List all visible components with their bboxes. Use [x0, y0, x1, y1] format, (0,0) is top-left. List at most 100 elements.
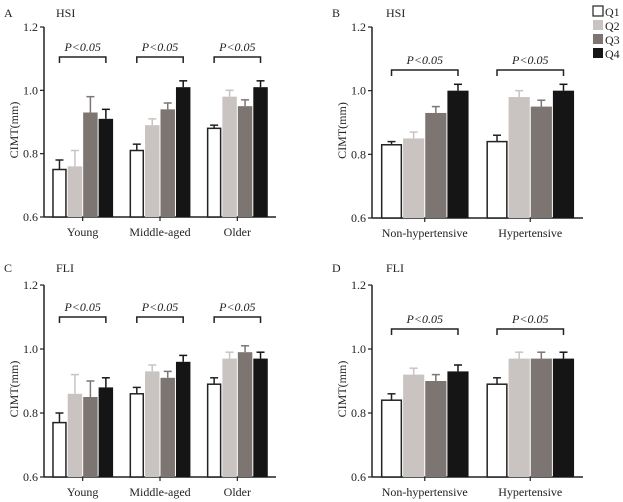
panel-b: B HSI 0.6 0.8 1.0 1.2 CIMT(mm) Non-hypertensive…: [332, 6, 583, 240]
bar-q1: [206, 383, 222, 478]
legend-swatch-q1: [592, 5, 604, 17]
panel-letter: A: [4, 6, 13, 20]
bar-q1: [380, 144, 403, 219]
panel-title: HSI: [386, 6, 405, 20]
bar-q4: [552, 358, 575, 477]
panel-c: C FLI 0.6 0.8 1.0 1.2 CIMT(mm) Young P<0.05 Middl…: [4, 261, 276, 499]
bar-q3: [425, 381, 447, 477]
y-tick-label: 0.8: [351, 406, 366, 420]
bar-q2: [67, 393, 83, 477]
legend-swatch-q3: [593, 34, 603, 44]
bar-q1: [486, 140, 508, 219]
panel-a: A HSI 0.6 0.8 1.0 1.2 CIMT(mm) Young P<0.05 Middl…: [4, 6, 276, 239]
bar-q2: [403, 374, 425, 477]
significance-bracket: [58, 56, 107, 63]
y-tick-label: 1.0: [351, 342, 366, 356]
significance-label: P<0.05: [141, 40, 178, 54]
panel-title: FLI: [56, 261, 74, 275]
bar-q4: [447, 371, 469, 477]
bar-q2: [145, 371, 160, 477]
bar-q4: [447, 90, 469, 218]
x-tick-label: Young: [67, 485, 98, 499]
bar-q4: [98, 387, 114, 477]
bar-q1: [52, 168, 67, 218]
y-tick-label: 1.2: [351, 278, 366, 292]
significance-label: P<0.05: [218, 40, 255, 54]
bar-q3: [160, 109, 175, 217]
y-tick-label: 1.2: [23, 278, 38, 292]
bar-q3: [83, 397, 98, 477]
bar-q3: [530, 358, 552, 477]
x-tick-label: Non-hypertensive: [382, 226, 468, 240]
x-tick-label: Middle-aged: [129, 225, 190, 239]
y-tick-label: 0.8: [23, 147, 38, 161]
panel-title: FLI: [386, 261, 404, 275]
bar-q2: [508, 97, 530, 218]
legend-label: Q4: [605, 47, 620, 61]
bar-q1: [52, 421, 67, 478]
significance-bracket: [496, 328, 565, 335]
y-tick-label: 0.8: [351, 147, 366, 161]
bar-q4: [552, 90, 575, 218]
significance-label: P<0.05: [511, 312, 548, 326]
bar-q1: [129, 393, 145, 478]
bar-q2: [67, 166, 83, 217]
legend-label: Q1: [605, 5, 620, 19]
y-axis-label: CIMT(mm): [7, 361, 21, 418]
bar-q4: [253, 358, 268, 477]
panel-letter: B: [332, 6, 340, 20]
legend-swatch-q4: [593, 48, 603, 58]
y-tick-label: 0.6: [23, 470, 38, 484]
y-tick-label: 0.6: [351, 470, 366, 484]
significance-label: P<0.05: [406, 312, 443, 326]
bar-q4: [175, 87, 191, 218]
bar-q2: [508, 358, 530, 477]
y-tick-label: 1.0: [23, 83, 38, 97]
significance-bracket: [136, 56, 184, 63]
bar-q1: [129, 149, 145, 218]
significance-label: P<0.05: [218, 300, 255, 314]
y-axis-label: CIMT(mm): [7, 102, 21, 159]
legend-swatch-q2: [593, 20, 603, 30]
bar-q2: [222, 96, 237, 217]
significance-label: P<0.05: [63, 40, 100, 54]
significance-bracket: [136, 316, 184, 323]
bar-q3: [160, 377, 175, 477]
bar-q2: [145, 125, 160, 217]
panel-letter: C: [4, 261, 12, 275]
bar-q3: [237, 352, 253, 477]
significance-label: P<0.05: [511, 53, 548, 67]
significance-bracket: [496, 69, 565, 76]
legend-label: Q3: [605, 33, 620, 47]
significance-label: P<0.05: [141, 300, 178, 314]
x-tick-label: Young: [67, 225, 98, 239]
y-tick-label: 1.0: [23, 342, 38, 356]
bar-q3: [425, 112, 447, 218]
y-tick-label: 0.6: [23, 210, 38, 224]
y-tick-label: 0.6: [351, 211, 366, 225]
bar-q1: [206, 127, 222, 218]
bar-q2: [222, 358, 237, 477]
bar-q3: [83, 112, 98, 217]
bar-q4: [175, 361, 191, 477]
x-tick-label: Older: [224, 225, 251, 239]
significance-bracket: [213, 56, 262, 63]
x-tick-label: Older: [224, 485, 251, 499]
significance-label: P<0.05: [63, 300, 100, 314]
y-tick-label: 1.2: [23, 20, 38, 34]
significance-bracket: [58, 316, 107, 323]
x-tick-label: Hypertensive: [498, 226, 562, 240]
bar-q4: [253, 87, 268, 218]
bar-q1: [380, 399, 403, 478]
bar-q3: [530, 106, 552, 218]
panel-letter: D: [332, 261, 341, 275]
significance-bracket: [390, 328, 459, 335]
bar-q1: [486, 383, 508, 478]
panel-d: D FLI 0.6 0.8 1.0 1.2 CIMT(mm) Non-hypertensive…: [332, 261, 583, 499]
significance-label: P<0.05: [406, 53, 443, 67]
x-tick-label: Hypertensive: [498, 485, 562, 499]
y-axis-label: CIMT(mm): [335, 102, 349, 159]
y-tick-label: 1.0: [351, 84, 366, 98]
bar-q3: [237, 106, 253, 217]
